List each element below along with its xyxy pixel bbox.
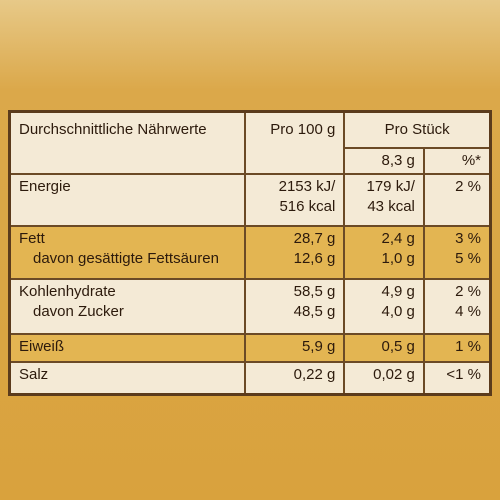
value-cell: 2 % 4 %: [422, 278, 491, 334]
header-per100: Pro 100 g: [270, 121, 336, 139]
nutrition-table: Durchschnittliche Nährwerte Pro 100 g Pr…: [8, 110, 492, 396]
nutrient-value: 58,5 g: [293, 282, 336, 300]
table-body: Durchschnittliche Nährwerte Pro 100 g Pr…: [9, 111, 491, 395]
nutrient-label: Fett: [19, 229, 45, 247]
header-cell: Pro 100 g: [244, 111, 345, 148]
nutrient-value: 48,5 g: [293, 302, 336, 320]
label-cell: Fett davon gesättigte Fettsäuren: [10, 226, 246, 279]
nutrient-value: 179 kJ/: [366, 177, 415, 195]
nutrient-label: Energie: [19, 177, 71, 195]
header-cell: Pro Stück: [343, 111, 491, 148]
nutrient-value: 5 %: [455, 249, 481, 267]
value-cell: 5,9 g: [244, 333, 345, 362]
nutrient-value: 12,6 g: [293, 249, 336, 267]
value-cell: 2153 kJ/516 kcal: [244, 173, 345, 226]
subheader-cell: %*: [422, 146, 491, 174]
value-cell: 58,5 g 48,5 g: [244, 278, 345, 334]
label-cell: Energie: [10, 174, 246, 226]
nutrient-label: davon gesättigte Fettsäuren: [33, 249, 219, 267]
header-title: Durchschnittliche Nährwerte: [19, 121, 207, 139]
nutrient-value: 2 %: [455, 282, 481, 300]
nutrient-row: Eiweiß 5,9 g 0,5 g 1 %: [9, 333, 491, 362]
label-cell: Eiweiß: [10, 334, 246, 362]
value-cell: 3 % 5 %: [422, 225, 491, 279]
nutrient-label: Salz: [19, 365, 49, 383]
subheader-cell: 8,3 g: [343, 146, 424, 174]
value-cell: 1 %: [422, 333, 491, 362]
header-cell: Durchschnittliche Nährwerte: [10, 112, 246, 148]
value-cell: 179 kJ/43 kcal: [343, 173, 424, 226]
value-cell: <1 %: [422, 361, 491, 395]
value-cell: 0,02 g: [343, 361, 424, 395]
label-cell: Kohlenhydrate davon Zucker: [10, 279, 246, 334]
value-cell: 0,5 g: [343, 333, 424, 362]
nutrient-value: <1 %: [446, 365, 481, 383]
nutrient-value: 516 kcal: [279, 197, 336, 215]
nutrient-value: 43 kcal: [367, 197, 415, 215]
nutrient-label: Kohlenhydrate: [19, 282, 116, 300]
percent-header: %*: [461, 151, 481, 169]
nutrient-row: Fett davon gesättigte Fettsäuren 28,7 g 12,…: [9, 225, 491, 279]
nutrient-label: davon Zucker: [33, 302, 124, 320]
header-row: Durchschnittliche Nährwerte Pro 100 g Pr…: [9, 111, 491, 148]
nutrient-value: 5,9 g: [301, 337, 336, 355]
nutrient-value: 4,0 g: [381, 302, 415, 320]
nutrient-value: 0,22 g: [293, 365, 336, 383]
nutrient-value: 4 %: [455, 302, 481, 320]
subheader-row: 8,3 g %*: [9, 146, 491, 174]
label-cell: Salz: [10, 362, 246, 395]
nutrient-value: 1,0 g: [381, 249, 415, 267]
nutrient-value: 2 %: [455, 177, 481, 195]
value-cell: 2 %: [422, 173, 491, 226]
nutrient-value: 0,02 g: [373, 365, 415, 383]
nutrient-row: Kohlenhydrate davon Zucker 58,5 g 48,5 g 4,9…: [9, 278, 491, 334]
value-cell: 2,4 g 1,0 g: [343, 225, 424, 279]
subheader-cell: [244, 147, 345, 174]
nutrient-value: 2153 kJ/: [278, 177, 336, 195]
nutrient-value: 28,7 g: [293, 229, 336, 247]
nutrient-value: 3 %: [455, 229, 481, 247]
nutrient-row: Salz 0,22 g 0,02 g <1 %: [9, 361, 491, 395]
nutrient-row: Energie 2153 kJ/516 kcal 179 kJ/43 kcal 2 %: [9, 173, 491, 226]
subheader-cell: [10, 148, 246, 174]
value-cell: 0,22 g: [244, 361, 345, 395]
nutrient-label: Eiweiß: [19, 337, 65, 355]
value-cell: 28,7 g 12,6 g: [244, 225, 345, 279]
nutrient-value: 1 %: [455, 337, 481, 355]
value-cell: 4,9 g 4,0 g: [343, 278, 424, 334]
nutrient-value: 4,9 g: [381, 282, 415, 300]
piece-weight: 8,3 g: [381, 151, 415, 169]
nutrient-value: 2,4 g: [381, 229, 415, 247]
header-per-piece: Pro Stück: [384, 120, 450, 138]
nutrient-value: 0,5 g: [381, 337, 415, 355]
